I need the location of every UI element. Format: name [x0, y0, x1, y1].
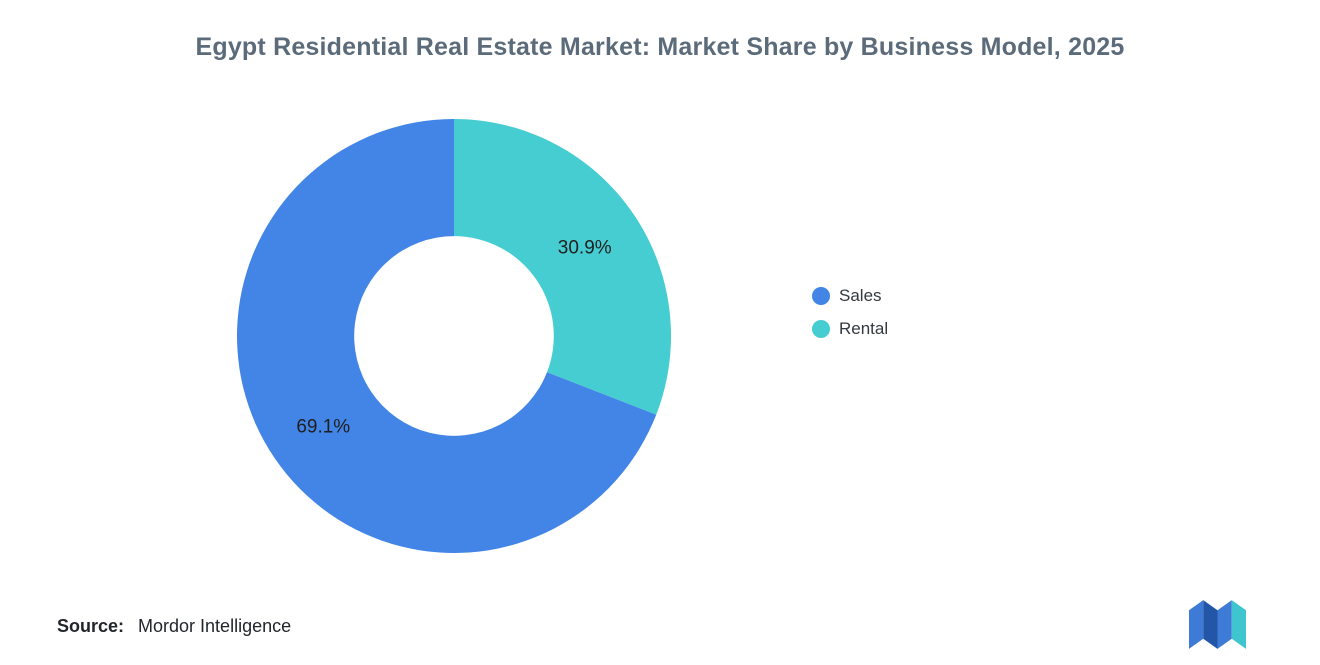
source-label: Source:	[57, 616, 125, 636]
legend-swatch-rental-icon	[812, 320, 830, 338]
slice-label-rental: 30.9%	[558, 238, 612, 259]
legend-label-sales: Sales	[839, 286, 882, 305]
logo-band-4	[1231, 600, 1246, 649]
legend-label-rental: Rental	[839, 319, 889, 338]
donut-slice-sales	[237, 119, 657, 553]
logo-band-3	[1217, 600, 1232, 649]
logo-band-1	[1189, 600, 1204, 649]
source-line: Source: Mordor Intelligence	[57, 616, 291, 637]
legend-item-sales: Sales	[812, 287, 888, 305]
chart-title: Egypt Residential Real Estate Market: Ma…	[195, 33, 1125, 61]
legend-item-rental: Rental	[812, 320, 888, 338]
donut-chart: 69.1% 30.9%	[237, 119, 671, 553]
mordor-intelligence-logo	[1189, 600, 1246, 649]
chart-legend: Sales Rental	[812, 287, 888, 338]
source-value: Mordor Intelligence	[138, 616, 292, 636]
donut-slice-rental	[454, 119, 671, 415]
logo-band-2	[1203, 600, 1218, 649]
legend-swatch-sales-icon	[812, 287, 830, 305]
slice-label-sales: 69.1%	[296, 416, 350, 437]
